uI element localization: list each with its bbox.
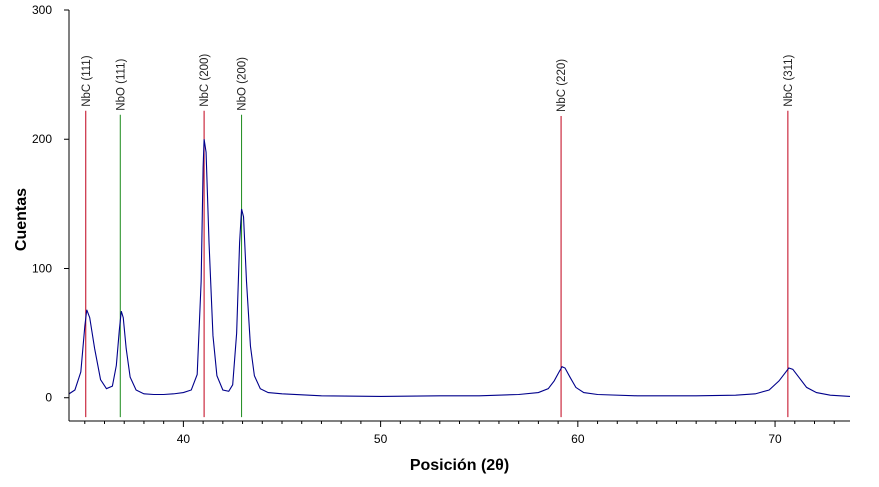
y-tick-label: 0 — [45, 391, 52, 405]
x-tick-label: 70 — [768, 432, 782, 446]
x-tick-label: 60 — [571, 432, 585, 446]
reference-line-label: NbC (200) — [199, 54, 211, 107]
reference-line-label: NbC (220) — [556, 59, 568, 112]
ticks: 0 100 200 300 40 50 60 70 — [32, 3, 835, 446]
diffraction-pattern-line — [68, 139, 851, 397]
x-axis-title: Posición (2θ) — [410, 457, 509, 474]
reference-line-label: NbO (111) — [115, 59, 127, 111]
y-tick-label: 100 — [32, 261, 52, 275]
axes — [68, 10, 850, 422]
reference-line-label: NbO (200) — [237, 57, 249, 111]
y-tick-label: 300 — [32, 3, 52, 17]
reference-line-label: NbC (111) — [81, 55, 93, 107]
y-axis-title: Cuentas — [13, 188, 30, 251]
y-tick-label: 200 — [32, 132, 52, 146]
x-tick-label: 40 — [177, 432, 191, 446]
reference-line-label: NbC (311) — [783, 54, 795, 106]
x-tick-label: 50 — [374, 432, 388, 446]
reference-lines: NbC (111) NbO (111) NbC (200) NbO (200) NbC … — [81, 54, 795, 418]
